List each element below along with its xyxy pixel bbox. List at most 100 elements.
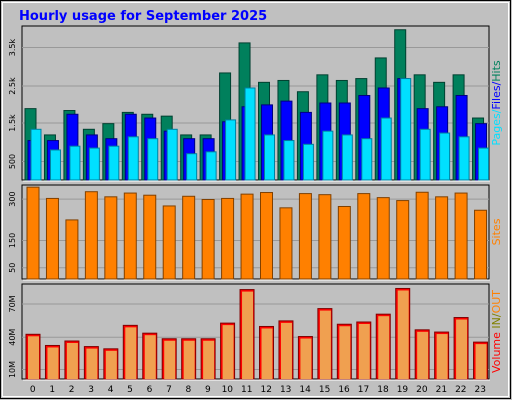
x-tick-label-10: 10 [222, 385, 234, 395]
bar-sites-21 [435, 196, 449, 280]
bar-sites-10 [221, 197, 235, 280]
bar-sites-5 [123, 192, 137, 280]
bar-pages-20 [419, 128, 431, 181]
y-axis-label-part: Files/ [490, 81, 503, 109]
bar-volume-inner-7 [164, 340, 176, 379]
bar-sites-18 [376, 197, 390, 280]
bar-sites-23 [474, 209, 488, 280]
bar-pages-10 [225, 119, 237, 181]
bar-sites-11 [240, 193, 254, 280]
y-axis-label-volume: Volume IN/OUT [490, 290, 503, 373]
bar-pages-7 [166, 128, 178, 181]
bar-pages-1 [49, 149, 61, 181]
y-tick-label-sites: 300 [8, 191, 17, 206]
bar-pages-6 [147, 138, 159, 181]
bar-sites-3 [84, 191, 98, 280]
bar-pages-11 [244, 87, 256, 181]
bar-sites-19 [396, 200, 410, 280]
bar-volume-inner-11 [242, 291, 254, 379]
bar-pages-3 [88, 147, 100, 181]
y-axis-label-sites: Sites [490, 218, 503, 245]
y-axis-label-part: OUT [490, 290, 503, 314]
bar-sites-7 [162, 205, 176, 280]
bar-sites-0 [26, 186, 40, 280]
bar-volume-inner-3 [86, 348, 98, 379]
y-axis-label-part: IN/ [490, 313, 503, 328]
x-tick-label-4: 4 [108, 385, 114, 395]
bar-volume-inner-10 [222, 325, 234, 379]
x-tick-label-5: 5 [127, 385, 133, 395]
bar-pages-8 [186, 153, 198, 181]
y-axis-label-part: Volume [490, 329, 503, 373]
bar-volume-inner-9 [203, 340, 215, 379]
bar-volume-inner-4 [105, 350, 117, 379]
bar-pages-19 [400, 78, 412, 181]
bar-sites-8 [182, 195, 196, 280]
x-tick-label-23: 23 [475, 385, 486, 395]
bar-pages-15 [322, 130, 334, 181]
y-tick-label-hits-files-pages: 2.5k [8, 77, 17, 95]
bar-sites-22 [454, 192, 468, 280]
bar-pages-14 [302, 143, 314, 181]
y-axis-label-part: Pages/ [490, 109, 503, 145]
bar-sites-1 [45, 197, 59, 280]
x-tick-label-14: 14 [299, 385, 311, 395]
x-tick-label-21: 21 [436, 385, 447, 395]
y-axis-label-part: Hits [490, 60, 503, 82]
bar-volume-inner-6 [144, 335, 156, 379]
x-tick-label-17: 17 [358, 385, 369, 395]
x-tick-label-9: 9 [205, 385, 211, 395]
y-tick-label-volume: 70M [8, 295, 17, 312]
bar-volume-inner-19 [397, 290, 409, 379]
x-tick-label-7: 7 [166, 385, 172, 395]
plot-frame-sites [21, 184, 490, 280]
bar-sites-6 [143, 194, 157, 280]
bar-sites-4 [104, 196, 118, 280]
bar-volume-inner-13 [280, 322, 292, 379]
bar-sites-12 [260, 192, 273, 280]
bar-volume-inner-20 [417, 331, 429, 379]
bar-volume-inner-1 [47, 347, 59, 379]
x-tick-label-15: 15 [319, 385, 330, 395]
bar-pages-4 [108, 145, 120, 181]
bar-volume-inner-16 [339, 326, 351, 379]
y-tick-label-hits-files-pages: 1.5k [8, 114, 17, 132]
x-tick-label-18: 18 [377, 385, 389, 395]
y-tick-label-volume: 40M [8, 329, 17, 346]
bar-pages-0 [30, 128, 42, 181]
chart-border-inner [2, 2, 509, 397]
bar-pages-12 [264, 134, 275, 181]
bar-sites-2 [65, 219, 79, 280]
y-tick-label-sites: 50 [8, 263, 17, 273]
x-tick-label-16: 16 [338, 385, 350, 395]
bar-sites-14 [298, 193, 312, 280]
bar-volume-inner-8 [183, 340, 195, 379]
x-tick-label-1: 1 [49, 385, 55, 395]
x-tick-label-12: 12 [261, 385, 272, 395]
x-tick-label-13: 13 [280, 385, 291, 395]
bar-pages-21 [439, 132, 451, 181]
bar-pages-22 [458, 136, 470, 181]
y-axis-label-hits-files-pages: Pages/Files/Hits [490, 60, 503, 146]
bar-pages-23 [478, 147, 490, 181]
bar-volume-inner-15 [319, 310, 331, 379]
bar-volume-inner-21 [436, 334, 448, 379]
x-tick-label-22: 22 [455, 385, 466, 395]
bar-pages-2 [69, 145, 81, 181]
bar-sites-17 [357, 193, 371, 280]
bar-volume-inner-22 [456, 319, 468, 379]
y-tick-label-hits-files-pages: 3.5k [8, 39, 17, 57]
chart-panels: 5001.5k2.5k3.5kPages/Files/Hits50150300S… [8, 25, 503, 395]
bar-volume-inner-14 [300, 338, 312, 379]
bar-volume-inner-0 [28, 336, 39, 379]
x-tick-label-6: 6 [147, 385, 153, 395]
bar-volume-inner-12 [261, 328, 273, 379]
bar-sites-9 [201, 199, 215, 280]
bar-pages-5 [127, 136, 139, 181]
x-tick-label-20: 20 [416, 385, 428, 395]
x-tick-label-19: 19 [397, 385, 409, 395]
x-tick-label-8: 8 [186, 385, 192, 395]
bar-sites-13 [279, 207, 293, 280]
